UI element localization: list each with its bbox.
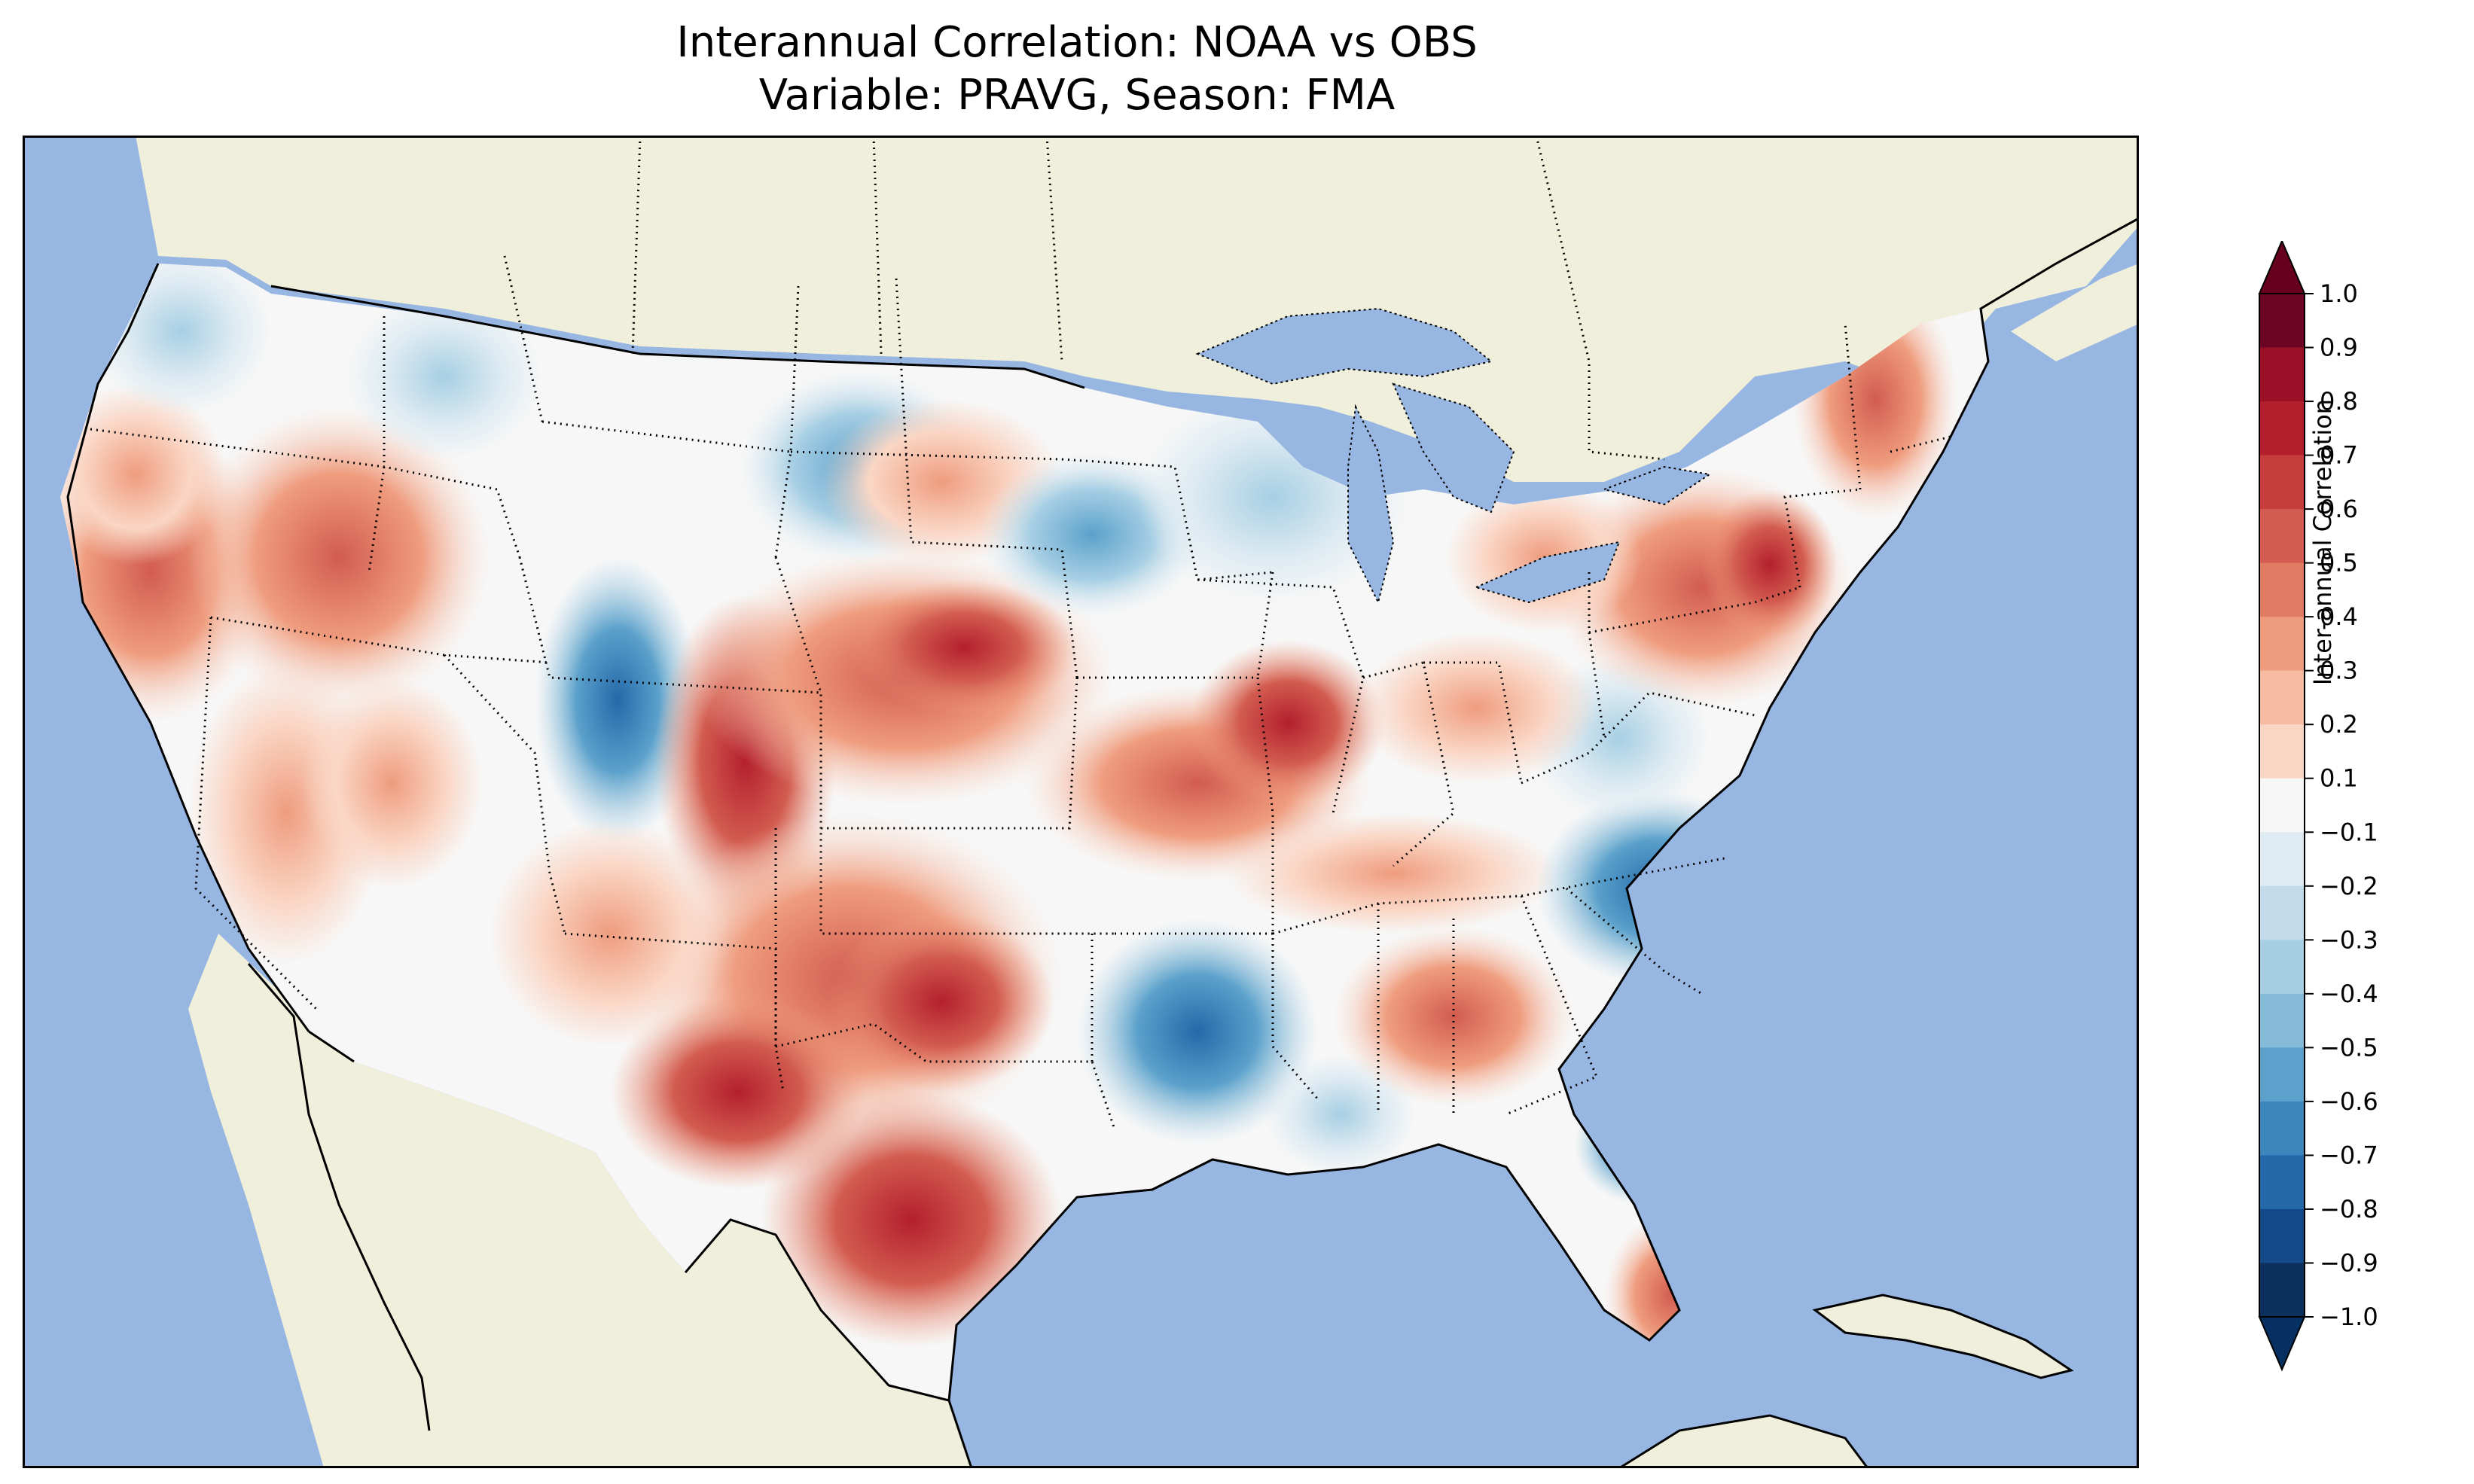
colorbar-tick-label: −0.4 [2320,980,2378,1008]
colorbar-cap-bottom [2258,1316,2306,1372]
colorbar-tick-label: −0.9 [2320,1248,2378,1277]
colorbar-swatch [2259,1047,2305,1102]
map-frame [23,136,2139,1468]
colorbar-tick-label: −0.6 [2320,1087,2378,1116]
colorbar-tick-label: 0.4 [2320,602,2358,631]
chart-title-line-2: Variable: PRAVG, Season: FMA [758,71,1396,120]
cuba-island [1815,1295,2071,1378]
colorbar-tick-label: −0.8 [2320,1195,2378,1223]
colorbar-swatch [2259,885,2305,940]
chart-title-line-1: Interannual Correlation: NOAA vs OBS [676,18,1478,67]
yucatan-land [1619,1415,1868,1468]
colorbar-tick-label: 1.0 [2320,279,2358,308]
colorbar-swatch [2259,724,2305,779]
baja-california [241,964,429,1431]
colorbar-tick-label: 0.3 [2320,657,2358,685]
colorbar-swatch [2259,1155,2305,1210]
colorbar-tick-label: 0.5 [2320,549,2358,577]
colorbar-tick-label: 0.2 [2320,710,2358,739]
colorbar-tick-label: 0.8 [2320,387,2358,416]
state-boundaries [90,255,1951,1130]
colorbar-swatch [2259,670,2305,725]
colorbar-swatch [2259,401,2305,456]
coastlines [66,217,2139,1468]
map-panel [23,136,2139,1468]
colorbar-tick-label: 0.6 [2320,495,2358,523]
colorbar-tick-label: −1.0 [2320,1303,2378,1331]
colorbar: 1.0 0.9 0.8 0.7 0.6 0.5 0.4 0.3 0.2 0.1 −0.1 −0.2 −0… [2258,241,2378,1372]
colorbar-tick-label: 0.1 [2320,764,2358,793]
colorbar-swatch [2259,993,2305,1048]
colorbar-swatch [2259,1263,2305,1318]
colorbar-swatch [2259,455,2305,510]
colorbar-tick-label: 0.9 [2320,334,2358,362]
colorbar-swatch [2259,832,2305,887]
colorbar-swatch [2259,347,2305,402]
colorbar-swatch [2259,1101,2305,1156]
colorbar-swatch [2259,509,2305,564]
colorbar-label: Inter-annual Correlation [2308,398,2337,686]
colorbar-swatch [2259,778,2305,833]
colorbar-tick-label: −0.2 [2320,872,2378,900]
colorbar-cap-top [2258,241,2306,294]
colorbar-tick-label: −0.3 [2320,925,2378,954]
colorbar-swatch [2259,617,2305,672]
colorbar-swatch [2259,1208,2305,1263]
colorbar-tick-label: −0.1 [2320,818,2378,846]
colorbar-tick-label: −0.7 [2320,1141,2378,1169]
canada-land [136,136,2139,482]
colorbar-swatch [2259,294,2305,349]
nova-scotia-land [2011,264,2139,361]
colorbar-tick-label: 0.7 [2320,441,2358,470]
colorbar-swatch [2259,940,2305,995]
great-lakes [1195,307,1712,605]
colorbar-tick-label: −0.5 [2320,1033,2378,1062]
province-boundaries [631,136,1665,461]
colorbar-swatch [2259,562,2305,617]
